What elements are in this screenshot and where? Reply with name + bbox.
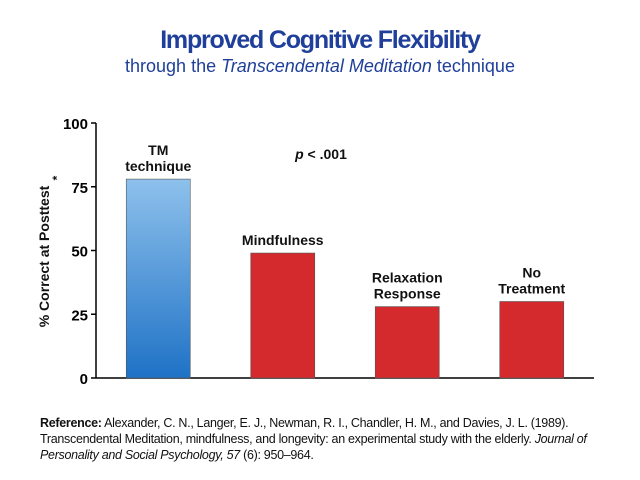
significance-annotation: p < .001 bbox=[294, 146, 347, 162]
bar-category-label: No bbox=[522, 265, 541, 281]
chart-subtitle: through the Transcendental Meditation te… bbox=[0, 56, 640, 77]
y-tick-label: 25 bbox=[71, 307, 88, 324]
y-tick-label: 50 bbox=[71, 244, 88, 261]
bar-category-label: technique bbox=[125, 158, 191, 174]
subtitle-after: technique bbox=[431, 56, 515, 76]
y-tick-label: 100 bbox=[63, 116, 88, 133]
y-axis-label: % Correct at Posttest bbox=[36, 185, 52, 327]
reference-label: Reference: bbox=[40, 416, 102, 430]
bar bbox=[374, 306, 440, 379]
reference-citation: Reference: Alexander, C. N., Langer, E. … bbox=[40, 415, 600, 463]
bar bbox=[499, 301, 565, 379]
y-axis-label-mark: * bbox=[50, 175, 64, 180]
bar-category-label: Relaxation bbox=[372, 270, 443, 286]
bar-category-label: TM bbox=[148, 142, 168, 158]
reference-journal: Journal of Personality and Social Psycho… bbox=[40, 432, 587, 462]
subtitle-italic: Transcendental Meditation bbox=[221, 56, 432, 76]
bars bbox=[125, 178, 565, 379]
y-tick-label: 75 bbox=[71, 180, 88, 197]
chart-title: Improved Cognitive Flexibility bbox=[160, 26, 481, 54]
reference-text-end: (6): 950–964. bbox=[239, 448, 314, 462]
reference-text: Alexander, C. N., Langer, E. J., Newman,… bbox=[40, 416, 569, 446]
bar-category-label: Response bbox=[374, 286, 441, 302]
bar-category-label: Treatment bbox=[498, 281, 565, 297]
bar bbox=[125, 178, 191, 379]
y-tick-label: 0 bbox=[80, 371, 88, 388]
bar-category-label: Mindfulness bbox=[242, 232, 324, 248]
bar bbox=[250, 252, 316, 379]
subtitle-before: through the bbox=[125, 56, 222, 76]
